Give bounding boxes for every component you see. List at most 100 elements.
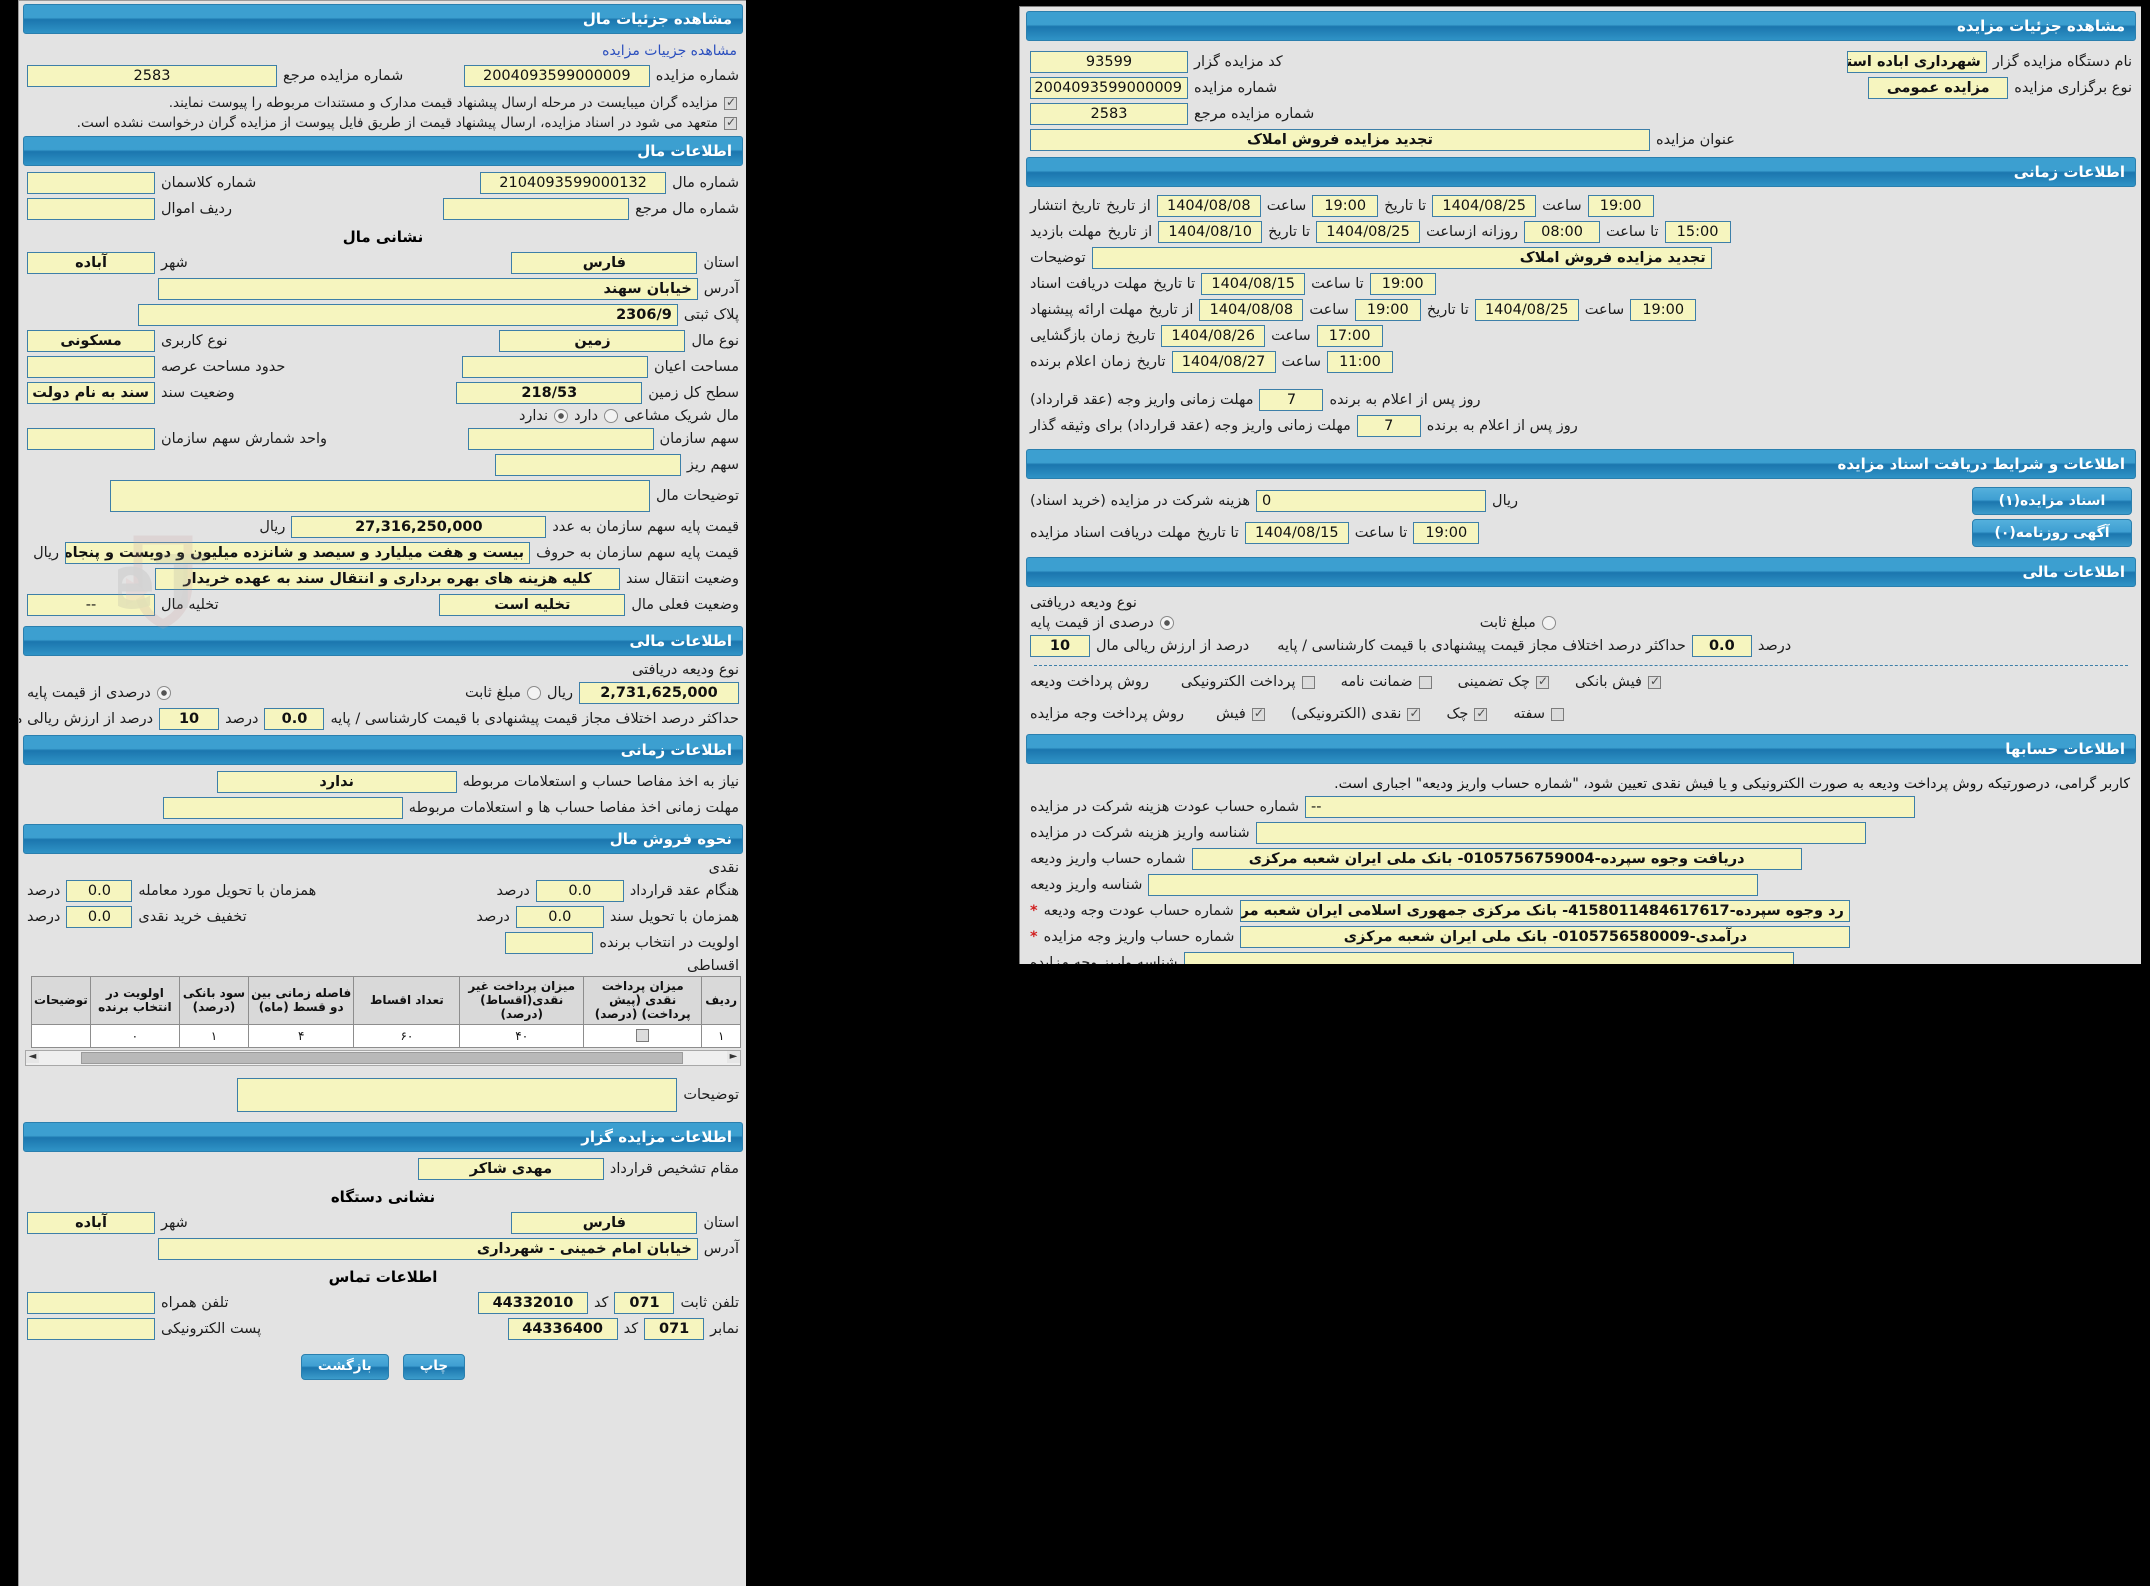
- left-fixed-amount-radio[interactable]: [527, 686, 541, 700]
- auction-pay-checkbox-3[interactable]: [1551, 707, 1565, 721]
- land-area-value: [27, 356, 155, 378]
- offer-hour-label: ساعت: [1309, 302, 1349, 318]
- popup-fixed-amount-radio[interactable]: [1541, 616, 1556, 630]
- left-print-button[interactable]: چاپ: [402, 1354, 466, 1380]
- evict-label: تخلیه مال: [161, 597, 219, 613]
- fine-share-value: [494, 454, 681, 476]
- attachment-note-checkbox-2[interactable]: [724, 115, 737, 130]
- open-date-value: 1404/08/26: [1161, 325, 1266, 347]
- property-info-header: اطلاعات مال: [23, 136, 743, 166]
- auction-pay-checkbox-1[interactable]: [1407, 706, 1421, 721]
- left-max-diff-value: 0.0: [264, 708, 325, 730]
- popup-docs-header: اطلاعات و شرایط دریافت اسناد مزایده: [1026, 449, 2136, 479]
- publish-to-hour-label: ساعت: [1542, 198, 1582, 214]
- publish-to-label: تا تاریخ: [1384, 198, 1427, 214]
- td-5: ۱: [178, 1024, 250, 1049]
- fine-share-label: سهم ریز: [686, 457, 739, 473]
- left-back-button[interactable]: بازگشت: [300, 1354, 389, 1380]
- popup-percent-value: 10: [1030, 635, 1090, 657]
- sale-row-1-unit2: درصد: [27, 909, 61, 925]
- left-timing-header: اطلاعات زمانی: [23, 735, 743, 765]
- transfer-status-label: وضعیت انتقال سند: [625, 571, 739, 587]
- row-checkbox[interactable]: [636, 1029, 650, 1043]
- docs-deadline-hour-value: 19:00: [1413, 522, 1480, 544]
- shared-partner-radio-yes[interactable]: [604, 409, 619, 423]
- docs-deadline-date-value: 1404/08/15: [1244, 522, 1349, 544]
- property-address-header: نشانی مال: [342, 228, 424, 246]
- sale-row-1-value: 0.0: [515, 906, 604, 928]
- shared-partner-radio-no[interactable]: [554, 409, 569, 423]
- auction-pay-label-2: چک: [1446, 706, 1469, 722]
- offer-from-label: از تاریخ: [1148, 302, 1194, 318]
- winner-hour-value: 11:00: [1326, 351, 1393, 373]
- popup-percent-base-label: درصدی از قیمت پایه: [1030, 615, 1154, 631]
- base-price-unit: ریال: [259, 519, 286, 535]
- transfer-status-value: کلیه هزینه های بهره برداری و انتقال سند …: [154, 568, 620, 590]
- popup-ref-value: 2583: [1030, 103, 1188, 125]
- scroll-thumb[interactable]: [81, 1052, 683, 1065]
- popup-percent-base-radio[interactable]: [1159, 616, 1174, 630]
- left-percent-base-radio[interactable]: [156, 686, 171, 700]
- publish-label: تاریخ انتشار: [1030, 198, 1101, 214]
- left-deadline-label: مهلت زمانی اخذ مفاصا حساب ها و استعلامات…: [408, 800, 739, 816]
- open-hour-value: 17:00: [1316, 325, 1383, 347]
- deposit-method-label-3: فیش بانکی: [1574, 674, 1642, 690]
- auction-details-header: مشاهده جزئیات مزایده: [1026, 11, 2136, 41]
- pay2-value: 7: [1356, 415, 1421, 437]
- visit-to-value: 1404/08/25: [1316, 221, 1421, 243]
- td-3: ۶۰: [353, 1024, 461, 1049]
- auction-pay-label-0: فیش: [1216, 706, 1246, 722]
- mobile-label: تلفن همراه: [161, 1295, 229, 1312]
- visit-daily-label: روزانه ازساعت: [1426, 224, 1519, 240]
- offer-label: مهلت ارائه پیشنهاد: [1030, 302, 1143, 318]
- org-share-unit-value: [27, 428, 155, 450]
- view-auction-details-link[interactable]: مشاهده جزییات مزایده: [602, 43, 737, 59]
- visit-from-value: 1404/08/10: [1158, 221, 1263, 243]
- table-row[interactable]: ۱ ۴۰ ۶۰ ۴ ۱ ۰: [31, 1024, 741, 1049]
- city-value: آباده: [27, 252, 155, 274]
- publish-from-label: از تاریخ: [1106, 198, 1151, 214]
- left-max-diff-unit: درصد: [225, 711, 259, 727]
- account-label-3: شناسه واریز ودیعه: [1030, 877, 1143, 893]
- table-horizontal-scrollbar[interactable]: ► ◄: [25, 1050, 741, 1067]
- sale-row-0-unit2: درصد: [27, 883, 61, 899]
- auction-number-label: شماره مزایده: [655, 68, 739, 84]
- left-percent-text: درصد از ارزش ریالی مال: [19, 711, 154, 727]
- offer-from-value: 1404/08/08: [1199, 299, 1304, 321]
- winner-label: زمان اعلام برنده: [1030, 354, 1131, 370]
- cash-sale-label: نقدی: [708, 860, 739, 876]
- deposit-method-checkbox-0[interactable]: [1301, 675, 1315, 689]
- attachment-note-checkbox-1[interactable]: [724, 95, 737, 110]
- popup-accounts-header: اطلاعات حسابها: [1026, 734, 2136, 764]
- base-price-words-unit: ریال: [33, 545, 60, 561]
- auction-pay-checkbox-0[interactable]: [1251, 706, 1265, 721]
- email-value: [27, 1318, 155, 1341]
- newspaper-ads-button[interactable]: آگهی روزنامه(۰): [1972, 519, 2132, 547]
- scroll-left-arrow-icon[interactable]: ◄: [26, 1051, 39, 1064]
- deposit-method-checkbox-2[interactable]: [1535, 674, 1549, 689]
- attachment-note-2: متعهد می شود در اسناد مزایده، ارسال پیشن…: [76, 115, 718, 131]
- offer-to-value: 1404/08/25: [1474, 299, 1579, 321]
- left-deposit-unit: ریال: [547, 685, 573, 701]
- auction-documents-button[interactable]: اسناد مزایده(۱): [1972, 487, 2132, 515]
- deposit-method-checkbox-1[interactable]: [1418, 675, 1432, 689]
- sale-row-0-value: 0.0: [535, 880, 624, 902]
- installment-table-header-row: ردیف میزان پرداخت نقدی (پیش پرداخت) (درص…: [31, 975, 741, 1026]
- scroll-right-arrow-icon[interactable]: ►: [727, 1051, 740, 1064]
- required-star-5: *: [1030, 929, 1038, 945]
- shared-partner-label: مال شریک مشاعی: [624, 408, 739, 424]
- popup-type-label: نوع برگزاری مزایده: [2014, 80, 2132, 96]
- property-number-value: 2104093599000132: [480, 172, 667, 194]
- td-4: ۴: [247, 1024, 355, 1049]
- shared-partner-yes-label: دارد: [574, 408, 599, 424]
- docs-deadline-label: مهلت دریافت اسناد مزایده: [1030, 525, 1191, 541]
- auction-pay-label-3: سفته: [1513, 706, 1546, 722]
- org-city-value: آباده: [27, 1212, 155, 1235]
- auction-pay-checkbox-2[interactable]: [1474, 706, 1488, 721]
- deposit-method-label-1: ضمانت نامه: [1340, 674, 1413, 690]
- popup-number-label: شماره مزایده: [1194, 80, 1278, 96]
- left-need-value: ندارد: [216, 771, 457, 793]
- deposit-method-checkbox-3[interactable]: [1647, 674, 1661, 689]
- visit-daily-from-value: 08:00: [1524, 221, 1601, 243]
- docs-label: مهلت دریافت اسناد: [1030, 276, 1148, 292]
